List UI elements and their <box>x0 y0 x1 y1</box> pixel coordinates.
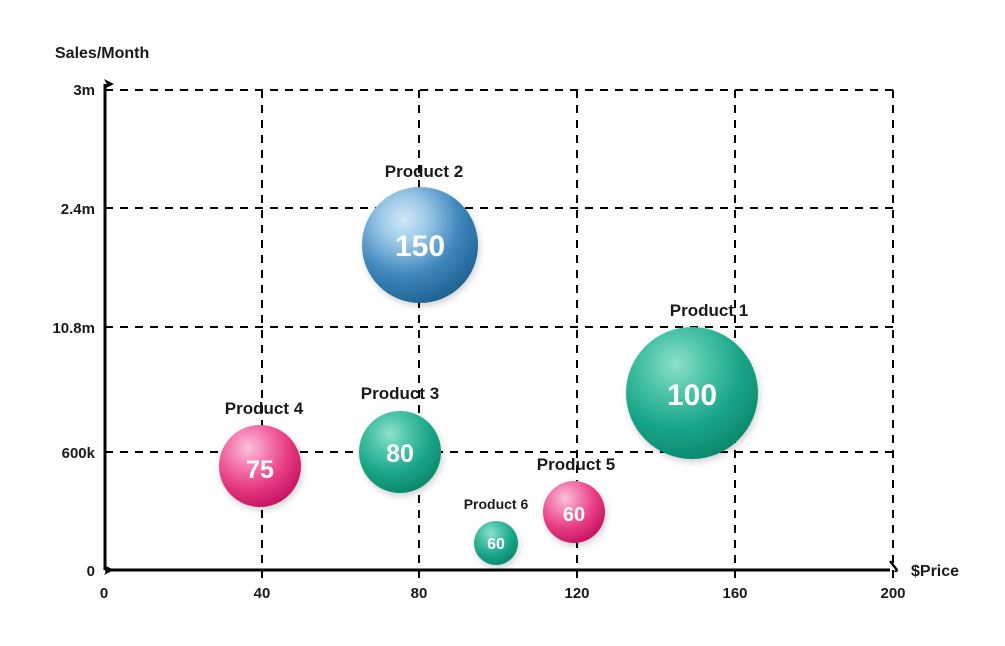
bubble-circle-product-6[interactable] <box>474 521 518 565</box>
bubble-product-6[interactable]: Product 6 60 <box>464 496 529 565</box>
bubble-value-product-4: 75 <box>246 456 274 484</box>
bubble-product-2[interactable]: Product 2 150 <box>362 162 478 303</box>
y-tick-labels: 3m 2.4m 10.8m 600k 0 <box>52 82 95 580</box>
bubble-label-product-1: Product 1 <box>670 301 748 320</box>
y-tick-10-8m: 10.8m <box>52 320 95 337</box>
bubble-value-product-2: 150 <box>395 230 445 263</box>
bubble-product-1[interactable]: Product 1 100 <box>626 301 758 459</box>
bubble-product-4[interactable]: Product 4 75 <box>219 399 304 507</box>
bubble-label-product-3: Product 3 <box>361 384 439 403</box>
bubble-circle-product-2[interactable] <box>362 187 478 303</box>
bubble-value-product-6: 60 <box>487 536 505 553</box>
y-tick-0: 0 <box>87 563 95 580</box>
bubble-value-product-3: 80 <box>386 440 414 468</box>
x-tick-200: 200 <box>880 585 905 602</box>
x-tick-0: 0 <box>100 585 108 602</box>
y-tick-2-4m: 2.4m <box>61 201 95 218</box>
bubble-circle-product-3[interactable] <box>359 411 441 493</box>
bubble-circle-product-5[interactable] <box>543 481 605 543</box>
axis-lines <box>103 79 890 575</box>
horizontal-gridlines <box>105 89 893 453</box>
x-tick-160: 160 <box>722 585 747 602</box>
bubble-circle-product-1[interactable] <box>626 327 758 459</box>
bubble-circle-product-4[interactable] <box>219 425 301 507</box>
x-tick-80: 80 <box>411 585 428 602</box>
y-tick-3m: 3m <box>73 82 95 99</box>
y-axis-title: Sales/Month <box>55 45 149 62</box>
bubble-value-product-1: 100 <box>667 379 717 412</box>
x-axis-title: $Price <box>911 563 959 580</box>
bubble-label-product-2: Product 2 <box>385 162 463 181</box>
x-tick-40: 40 <box>254 585 271 602</box>
bubble-value-product-5: 60 <box>563 504 585 526</box>
bubble-label-product-5: Product 5 <box>537 455 615 474</box>
y-tick-600k: 600k <box>62 445 96 462</box>
x-tick-120: 120 <box>564 585 589 602</box>
bubble-product-5[interactable]: Product 5 60 <box>537 455 615 543</box>
x-tick-labels: 0 40 80 120 160 200 <box>100 585 906 602</box>
bubble-label-product-4: Product 4 <box>225 399 304 418</box>
bubble-product-3[interactable]: Product 3 80 <box>359 384 441 493</box>
bubble-label-product-6: Product 6 <box>464 496 529 512</box>
